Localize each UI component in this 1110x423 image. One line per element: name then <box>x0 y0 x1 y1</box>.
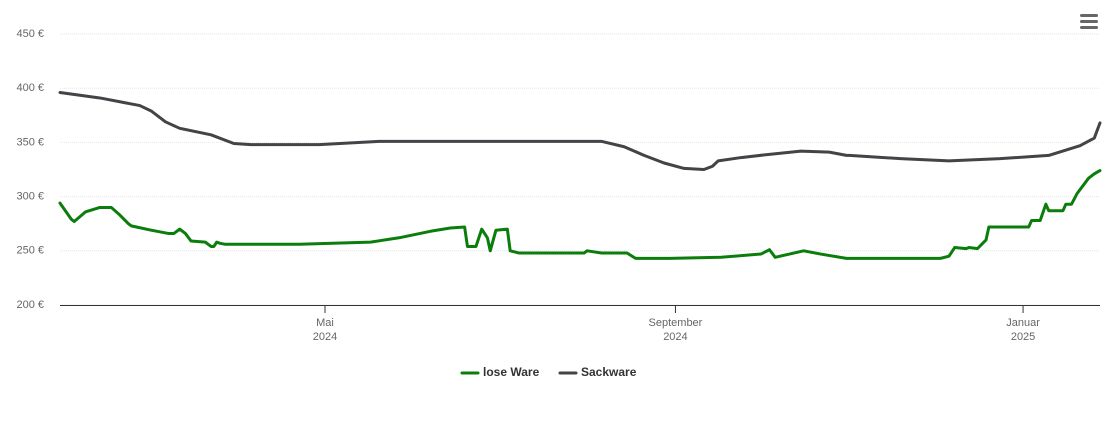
menu-bar <box>1080 14 1098 17</box>
menu-button[interactable] <box>1080 14 1098 29</box>
menu-bar <box>1080 26 1098 29</box>
legend-label: lose Ware <box>483 365 540 379</box>
x-tick-label: Januar 2025 <box>1006 317 1040 343</box>
legend-label: Sackware <box>581 365 637 379</box>
line-series <box>58 169 1102 260</box>
line-series <box>58 91 1102 171</box>
x-tick-label: September 2024 <box>648 317 703 343</box>
y-tick-label: 200 € <box>16 299 44 311</box>
menu-bar <box>1080 20 1098 23</box>
y-tick-label: 250 € <box>16 245 44 257</box>
y-tick-label: 400 € <box>16 82 44 94</box>
y-tick-label: 450 € <box>16 28 44 40</box>
y-tick-label: 300 € <box>16 191 44 203</box>
y-tick-label: 350 € <box>16 136 44 148</box>
x-tick-label: Mai 2024 <box>312 317 338 343</box>
